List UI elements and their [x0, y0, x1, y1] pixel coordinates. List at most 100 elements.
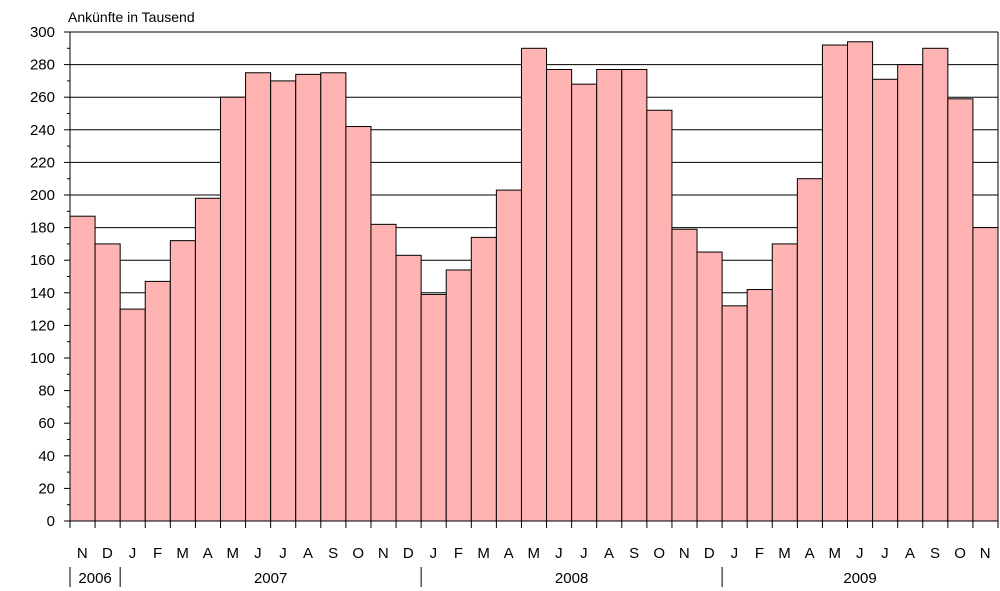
bar [621, 68, 648, 522]
bar [420, 293, 447, 522]
bar [470, 236, 497, 522]
bar [721, 305, 748, 522]
x-tick-label: J [731, 545, 739, 562]
x-tick-label: O [954, 545, 966, 562]
x-tick-label: D [403, 545, 414, 562]
x-tick-label: A [203, 545, 214, 562]
bar [245, 72, 272, 522]
x-tick-label: N [77, 545, 88, 562]
x-tick-label: M [176, 545, 189, 562]
bar [119, 308, 146, 522]
bar [345, 126, 372, 522]
x-tick-label: N [980, 545, 991, 562]
year-label: 2006 [78, 570, 111, 587]
y-tick-label: 0 [47, 513, 55, 530]
x-tick-label: J [856, 545, 864, 562]
bar [947, 98, 974, 522]
bar [445, 269, 472, 522]
x-tick-label: J [279, 545, 287, 562]
y-tick-label: 300 [30, 24, 55, 41]
bar [69, 215, 96, 522]
bar [872, 78, 899, 522]
y-tick-label: 260 [30, 89, 55, 106]
bar [295, 73, 322, 522]
label-layer: 0 20 40 60 80 100 120 140 160 180 200 220 240 260 280 3… [30, 24, 991, 587]
bar [696, 251, 723, 522]
bar [495, 189, 522, 522]
year-label: 2008 [555, 570, 588, 587]
bar [671, 228, 698, 522]
bar [571, 83, 598, 522]
x-tick-label: N [679, 545, 690, 562]
x-tick-label: S [930, 545, 941, 562]
y-tick-label: 100 [30, 350, 55, 367]
bar [320, 72, 347, 522]
x-tick-label: F [153, 545, 163, 562]
x-tick-label: M [828, 545, 841, 562]
bar [746, 289, 773, 522]
y-tick-label: 60 [38, 415, 55, 432]
axis-layer [64, 31, 999, 587]
bar [847, 41, 874, 522]
x-tick-label: S [629, 545, 640, 562]
x-tick-label: J [555, 545, 563, 562]
y-tick-label: 160 [30, 252, 55, 269]
bar [546, 68, 573, 522]
bar [922, 47, 949, 522]
y-tick-label: 240 [30, 122, 55, 139]
bar [219, 96, 247, 522]
bar [796, 178, 823, 522]
y-tick-label: 200 [30, 187, 55, 204]
x-tick-label: J [254, 545, 262, 562]
bar [94, 243, 121, 522]
x-tick-label: D [102, 545, 113, 562]
x-tick-label: M [477, 545, 490, 562]
year-label: 2009 [843, 570, 876, 587]
y-tick-label: 120 [30, 317, 55, 334]
x-tick-label: A [805, 545, 816, 562]
y-tick-label: 280 [30, 57, 55, 74]
bar [144, 280, 171, 522]
x-tick-label: M [528, 545, 541, 562]
x-tick-label: M [227, 545, 240, 562]
x-tick-label: N [378, 545, 389, 562]
x-tick-label: J [430, 545, 438, 562]
x-tick-label: O [653, 545, 665, 562]
x-tick-label: O [352, 545, 364, 562]
y-tick-label: 220 [30, 154, 55, 171]
x-tick-label: A [604, 545, 615, 562]
bar [972, 227, 999, 522]
x-tick-label: A [905, 545, 916, 562]
y-tick-label: 140 [30, 285, 55, 302]
x-tick-label: J [580, 545, 588, 562]
bar [370, 223, 397, 522]
y-tick-label: 40 [38, 448, 55, 465]
x-tick-label: A [504, 545, 515, 562]
bar [194, 197, 221, 522]
x-tick-label: F [755, 545, 765, 562]
x-tick-label: A [303, 545, 314, 562]
bar [771, 243, 798, 522]
bar [520, 47, 548, 522]
x-tick-label: F [454, 545, 464, 562]
bar [897, 64, 924, 522]
bar [646, 109, 673, 522]
x-tick-label: M [778, 545, 791, 562]
bar [821, 44, 849, 522]
bar [169, 240, 196, 522]
bar-layer [69, 41, 999, 522]
x-tick-label: D [704, 545, 715, 562]
bar [395, 254, 422, 522]
x-tick-label: J [129, 545, 137, 562]
year-label: 2007 [254, 570, 287, 587]
x-tick-label: J [881, 545, 889, 562]
bar [596, 68, 623, 522]
y-axis-title: Ankünfte in Tausend [68, 9, 195, 25]
y-tick-label: 180 [30, 220, 55, 237]
bar [270, 80, 297, 522]
y-tick-label: 80 [38, 383, 55, 400]
x-tick-label: S [328, 545, 339, 562]
y-tick-label: 20 [38, 480, 55, 497]
